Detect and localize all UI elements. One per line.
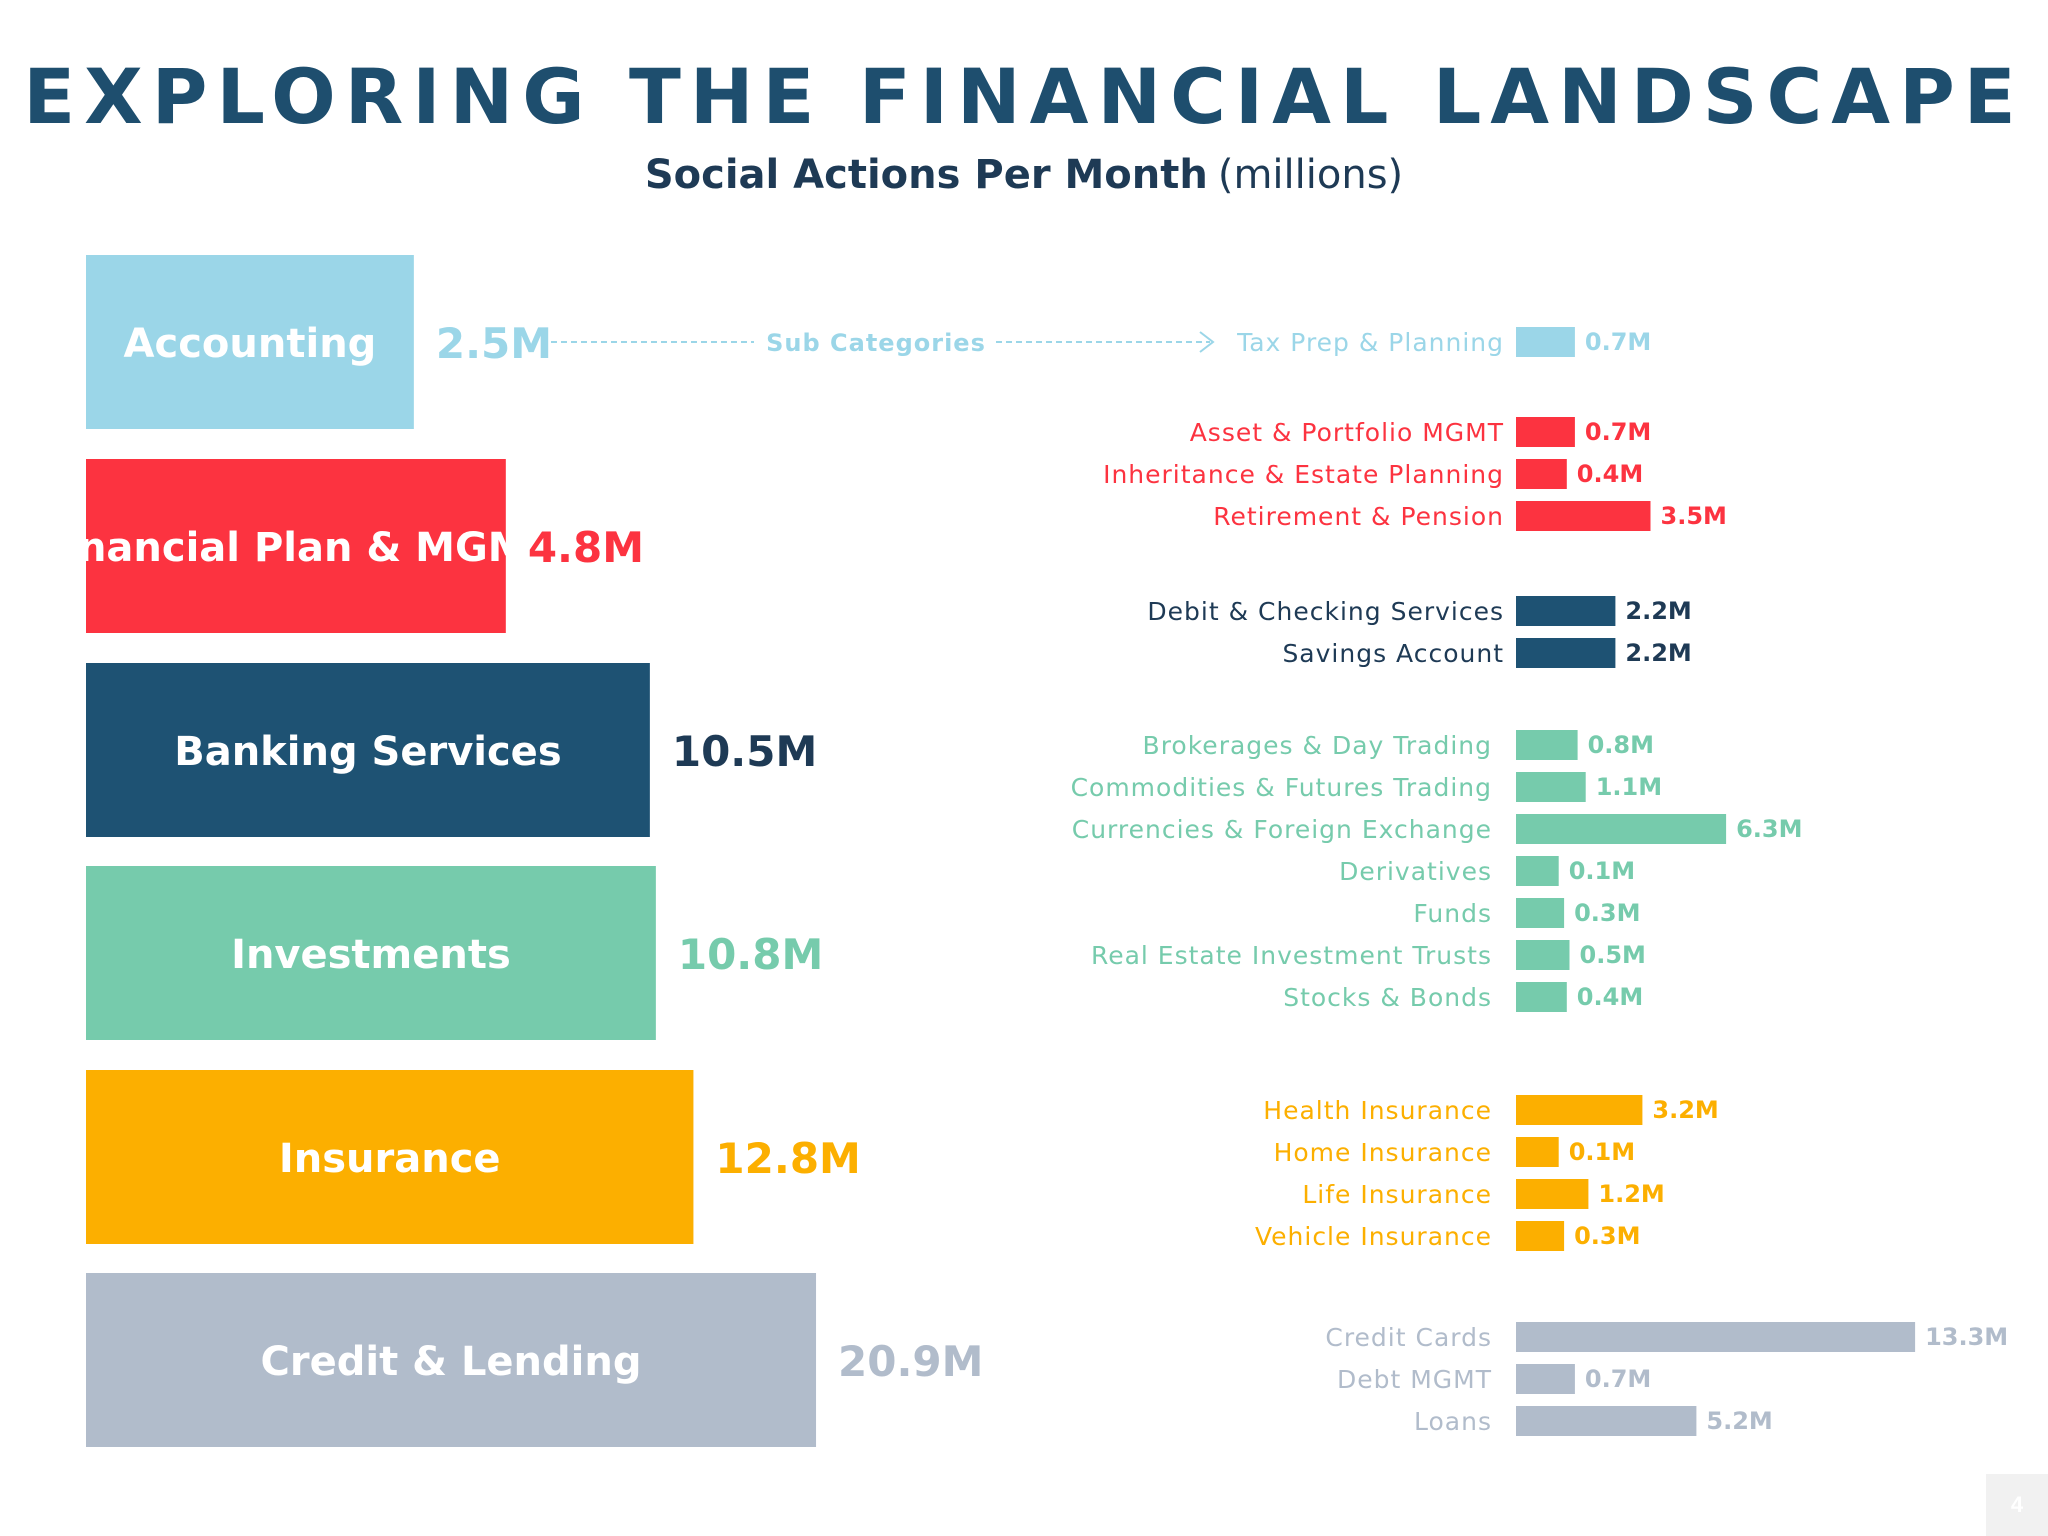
subcategory-label-credit-cards: Credit Cards (1325, 1323, 1492, 1352)
category-label-investments: Investments (231, 932, 511, 978)
category-value-credit-and-lending: 20.9M (838, 1337, 983, 1386)
subcategory-label-funds: Funds (1413, 899, 1492, 928)
subcategory-value-debt-mgmt: 0.7M (1585, 1365, 1651, 1393)
subcategory-value-commodities-and-futures-trading: 1.1M (1596, 773, 1662, 801)
subcategory-label-stocks-and-bonds: Stocks & Bonds (1283, 983, 1492, 1012)
category-bar-financial-plan-and-mgmt (86, 459, 506, 633)
subcategory-label-real-estate-investment-trusts: Real Estate Investment Trusts (1091, 941, 1492, 970)
subcategory-bar-inheritance-and-estate-planning (1516, 459, 1567, 489)
subtitle-text: Social Actions Per Month (644, 152, 1208, 198)
subcategory-bar-real-estate-investment-trusts (1516, 940, 1570, 970)
subcategory-bar-savings-account (1516, 638, 1616, 668)
category-bar-accounting (86, 255, 414, 429)
subcategory-value-savings-account: 2.2M (1625, 639, 1691, 667)
subcategory-value-home-insurance: 0.1M (1569, 1138, 1635, 1166)
subcategory-label-vehicle-insurance: Vehicle Insurance (1255, 1222, 1492, 1251)
subcategory-bar-asset-and-portfolio-mgmt (1516, 417, 1575, 447)
subcategory-label-commodities-and-futures-trading: Commodities & Futures Trading (1071, 773, 1492, 802)
subcategory-value-funds: 0.3M (1574, 899, 1640, 927)
category-label-accounting: Accounting (124, 321, 377, 367)
subcategory-label-tax-prep-and-planning: Tax Prep & Planning (1236, 328, 1504, 357)
subcategory-value-loans: 5.2M (1706, 1407, 1772, 1435)
subcategory-bar-home-insurance (1516, 1137, 1559, 1167)
subcategory-value-inheritance-and-estate-planning: 0.4M (1577, 460, 1643, 488)
page-number: 4 (1986, 1474, 2048, 1536)
subcategory-bar-vehicle-insurance (1516, 1221, 1565, 1251)
arrow-head-icon (1199, 331, 1215, 353)
subcategory-bar-debt-mgmt (1516, 1364, 1575, 1394)
category-value-banking-services: 10.5M (672, 727, 817, 776)
category-label-banking-services: Banking Services (174, 729, 561, 775)
annotation-label: Sub Categories (766, 329, 986, 357)
subcategory-label-asset-and-portfolio-mgmt: Asset & Portfolio MGMT (1190, 418, 1504, 447)
subcategory-value-retirement-and-pension: 3.5M (1661, 502, 1727, 530)
subcategory-bar-currencies-and-foreign-exchange (1516, 814, 1727, 844)
category-value-accounting: 2.5M (436, 319, 552, 368)
category-bar-investments (86, 866, 656, 1040)
category-value-insurance: 12.8M (715, 1134, 860, 1183)
subcategory-value-debit-and-checking-services: 2.2M (1625, 597, 1691, 625)
subcategory-bar-tax-prep-and-planning (1516, 327, 1575, 357)
subcategory-value-asset-and-portfolio-mgmt: 0.7M (1585, 418, 1651, 446)
subcategory-bar-derivatives (1516, 856, 1559, 886)
category-bar-insurance (86, 1070, 694, 1244)
subcategory-value-tax-prep-and-planning: 0.7M (1585, 328, 1651, 356)
subtitle-unit: (millions) (1217, 152, 1404, 198)
subcategory-label-inheritance-and-estate-planning: Inheritance & Estate Planning (1103, 460, 1504, 489)
subcategory-bar-debit-and-checking-services (1516, 596, 1616, 626)
category-label-financial-plan-and-mgmt: Financial Plan & MGMT (37, 525, 556, 571)
category-label-credit-and-lending: Credit & Lending (261, 1339, 642, 1385)
subcategory-label-currencies-and-foreign-exchange: Currencies & Foreign Exchange (1072, 815, 1492, 844)
subcategory-value-derivatives: 0.1M (1569, 857, 1635, 885)
subcategory-bar-commodities-and-futures-trading (1516, 772, 1586, 802)
page-title: EXPLORING THE FINANCIAL LANDSCAPE (23, 52, 2025, 141)
subcategory-bar-loans (1516, 1406, 1697, 1436)
subcategory-value-brokerages-and-day-trading: 0.8M (1588, 731, 1654, 759)
subcategory-value-health-insurance: 3.2M (1652, 1096, 1718, 1124)
subcategory-value-vehicle-insurance: 0.3M (1574, 1222, 1640, 1250)
subcategory-value-currencies-and-foreign-exchange: 6.3M (1736, 815, 1802, 843)
category-bar-banking-services (86, 663, 650, 837)
subcategory-label-derivatives: Derivatives (1339, 857, 1492, 886)
subcategory-bar-life-insurance (1516, 1179, 1589, 1209)
subcategory-label-loans: Loans (1414, 1407, 1492, 1436)
subcategory-label-brokerages-and-day-trading: Brokerages & Day Trading (1143, 731, 1492, 760)
subcategory-label-debit-and-checking-services: Debit & Checking Services (1147, 597, 1504, 626)
subcategory-bar-retirement-and-pension (1516, 501, 1651, 531)
category-label-insurance: Insurance (279, 1136, 501, 1182)
subcategory-label-retirement-and-pension: Retirement & Pension (1213, 502, 1504, 531)
subcategory-bar-brokerages-and-day-trading (1516, 730, 1578, 760)
subcategory-label-home-insurance: Home Insurance (1274, 1138, 1492, 1167)
subcategory-label-life-insurance: Life Insurance (1302, 1180, 1492, 1209)
subcategory-value-credit-cards: 13.3M (1925, 1323, 2008, 1351)
subcategory-bar-credit-cards (1516, 1322, 1916, 1352)
category-value-investments: 10.8M (678, 930, 823, 979)
subcategory-value-stocks-and-bonds: 0.4M (1577, 983, 1643, 1011)
subcategory-value-life-insurance: 1.2M (1598, 1180, 1664, 1208)
chart-subtitle: Social Actions Per Month (millions) (0, 152, 2048, 198)
subcategory-value-real-estate-investment-trusts: 0.5M (1580, 941, 1646, 969)
subcategory-label-health-insurance: Health Insurance (1263, 1096, 1492, 1125)
category-value-financial-plan-and-mgmt: 4.8M (528, 523, 644, 572)
subcategory-bar-health-insurance (1516, 1095, 1643, 1125)
subcategory-label-debt-mgmt: Debt MGMT (1337, 1365, 1492, 1394)
subcategory-bar-funds (1516, 898, 1565, 928)
subcategory-label-savings-account: Savings Account (1282, 639, 1504, 668)
category-bar-credit-and-lending (86, 1273, 817, 1447)
subcategory-bar-stocks-and-bonds (1516, 982, 1567, 1012)
